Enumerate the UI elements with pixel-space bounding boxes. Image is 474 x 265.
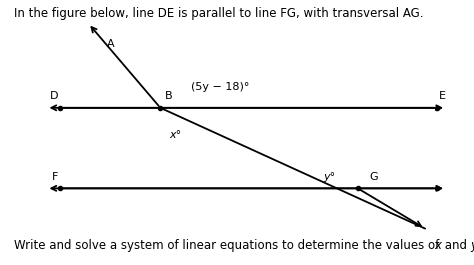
Text: D: D [50,91,58,101]
Text: Write and solve a system of linear equations to determine the values of: Write and solve a system of linear equat… [14,239,443,252]
Text: B: B [165,91,173,101]
Text: In the figure below, line DE is parallel to line FG, with transversal AG.: In the figure below, line DE is parallel… [14,7,424,20]
Text: E: E [439,91,446,101]
Text: x°: x° [170,130,182,140]
Text: and: and [441,239,471,252]
Text: y°: y° [323,172,335,182]
Text: F: F [52,172,58,182]
Text: (5y − 18)°: (5y − 18)° [191,82,249,92]
Text: y: y [471,239,474,252]
Text: x: x [435,239,441,252]
Text: A: A [107,39,115,49]
Text: G: G [369,172,378,182]
